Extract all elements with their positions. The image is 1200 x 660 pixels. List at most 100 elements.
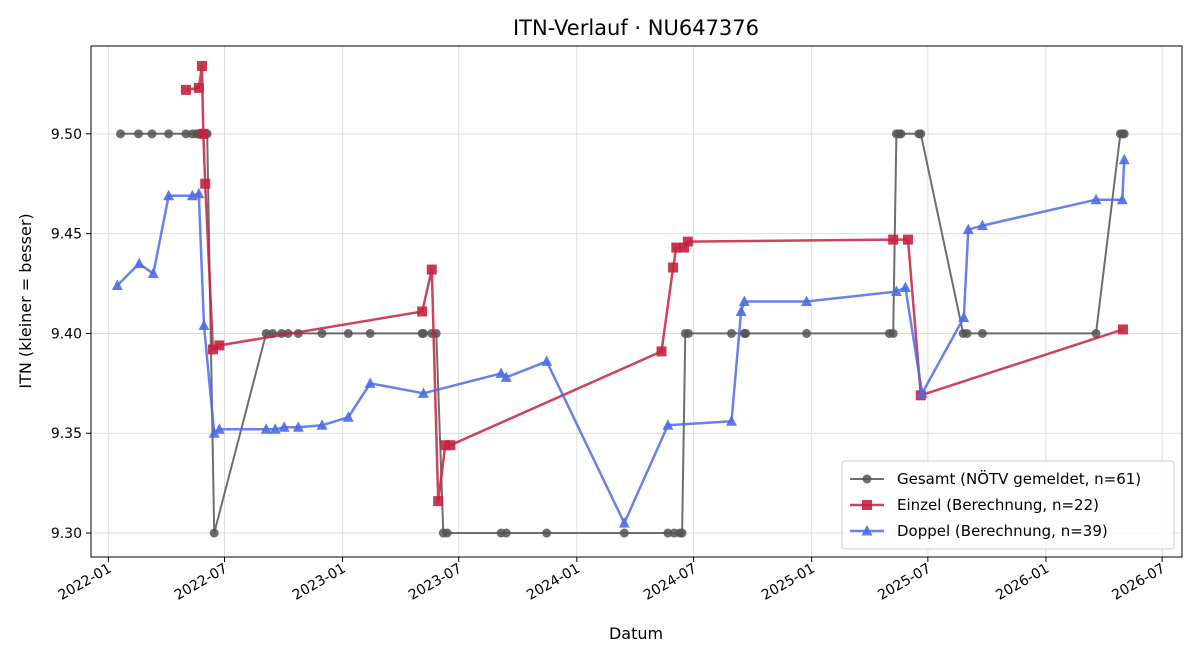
data-point (147, 129, 157, 139)
data-point (726, 328, 736, 338)
data-point (214, 340, 225, 351)
data-point (209, 528, 219, 538)
data-point (656, 346, 667, 357)
data-point (417, 387, 429, 398)
x-axis-label: Datum (609, 624, 663, 643)
data-point (278, 421, 290, 432)
data-point (735, 305, 747, 316)
series-layer (111, 60, 1130, 538)
legend-label: Doppel (Berechnung, n=39) (897, 522, 1108, 540)
y-tick-label: 9.30 (51, 526, 82, 542)
data-point (261, 328, 271, 338)
series-circle (116, 129, 1129, 538)
data-point (364, 377, 376, 388)
series-square (180, 60, 1128, 507)
data-point (193, 82, 204, 93)
data-point (916, 129, 926, 139)
data-point (260, 423, 272, 434)
data-point (193, 187, 205, 199)
data-point (442, 528, 452, 538)
data-point (738, 295, 750, 306)
data-point (426, 264, 437, 275)
data-point (163, 189, 175, 201)
data-point (500, 371, 512, 382)
data-point (342, 411, 354, 422)
legend-label: Einzel (Berechnung, n=22) (897, 496, 1099, 514)
data-point (542, 528, 552, 538)
chart-title: ITN-Verlauf · NU647376 (513, 16, 759, 40)
data-point (896, 129, 906, 139)
data-point (541, 355, 553, 366)
data-point (802, 328, 812, 338)
data-point (116, 129, 126, 139)
data-point (725, 415, 737, 426)
data-point (111, 279, 123, 291)
data-point (899, 281, 911, 293)
data-point (916, 387, 928, 398)
data-point (164, 129, 174, 139)
data-point (683, 328, 693, 338)
data-point (197, 60, 208, 71)
data-point (1090, 193, 1102, 205)
data-point (678, 242, 689, 253)
data-point (962, 223, 974, 235)
data-point (208, 427, 220, 438)
y-axis: 9.30 9.35 9.40 9.45 9.50 (51, 127, 91, 542)
data-point (213, 423, 225, 434)
data-point (133, 257, 145, 269)
data-point (198, 128, 209, 139)
data-point (501, 528, 511, 538)
data-point (1116, 193, 1128, 205)
data-point (343, 328, 353, 338)
data-point (269, 423, 281, 434)
data-point (365, 328, 375, 338)
legend-marker (862, 500, 872, 510)
data-point (445, 440, 456, 451)
data-point (1118, 153, 1130, 165)
y-tick-label: 9.50 (51, 127, 82, 143)
data-point (440, 440, 451, 451)
data-point (902, 234, 913, 245)
data-point (962, 328, 972, 338)
legend-item: Gesamt (NÖTV gemeldet, n=61) (850, 469, 1141, 488)
legend-marker (862, 474, 872, 484)
data-point (668, 262, 679, 273)
data-point (207, 344, 218, 355)
data-point (682, 236, 693, 247)
data-point (198, 319, 210, 330)
data-point (671, 242, 682, 253)
data-point (958, 311, 970, 322)
data-point (662, 419, 674, 430)
y-tick-label: 9.35 (51, 426, 82, 442)
data-point (418, 328, 428, 338)
data-point (200, 178, 211, 189)
data-point (741, 328, 751, 338)
legend: Gesamt (NÖTV gemeldet, n=61) Einzel (Bere… (841, 460, 1175, 550)
y-axis-label: ITN (kleiner = besser) (16, 213, 35, 388)
data-point (316, 419, 328, 430)
legend-item: Doppel (Berechnung, n=39) (850, 522, 1108, 540)
data-point (1119, 129, 1129, 139)
legend-box (841, 460, 1175, 550)
data-point (890, 285, 902, 297)
y-tick-label: 9.45 (51, 227, 82, 243)
legend-marker (861, 525, 873, 536)
legend-item: Einzel (Berechnung, n=22) (850, 496, 1099, 514)
data-point (147, 267, 159, 279)
series-triangle (111, 153, 1130, 528)
data-point (292, 421, 304, 432)
data-point (888, 328, 898, 338)
data-point (495, 367, 507, 378)
data-point (317, 328, 327, 338)
data-point (417, 306, 428, 317)
data-point (433, 496, 444, 507)
legend-label: Gesamt (NÖTV gemeldet, n=61) (897, 469, 1141, 488)
data-point (180, 84, 191, 95)
data-point (663, 528, 673, 538)
data-point (888, 234, 899, 245)
plot-frame (90, 45, 1183, 558)
data-point (133, 129, 143, 139)
data-point (677, 528, 687, 538)
